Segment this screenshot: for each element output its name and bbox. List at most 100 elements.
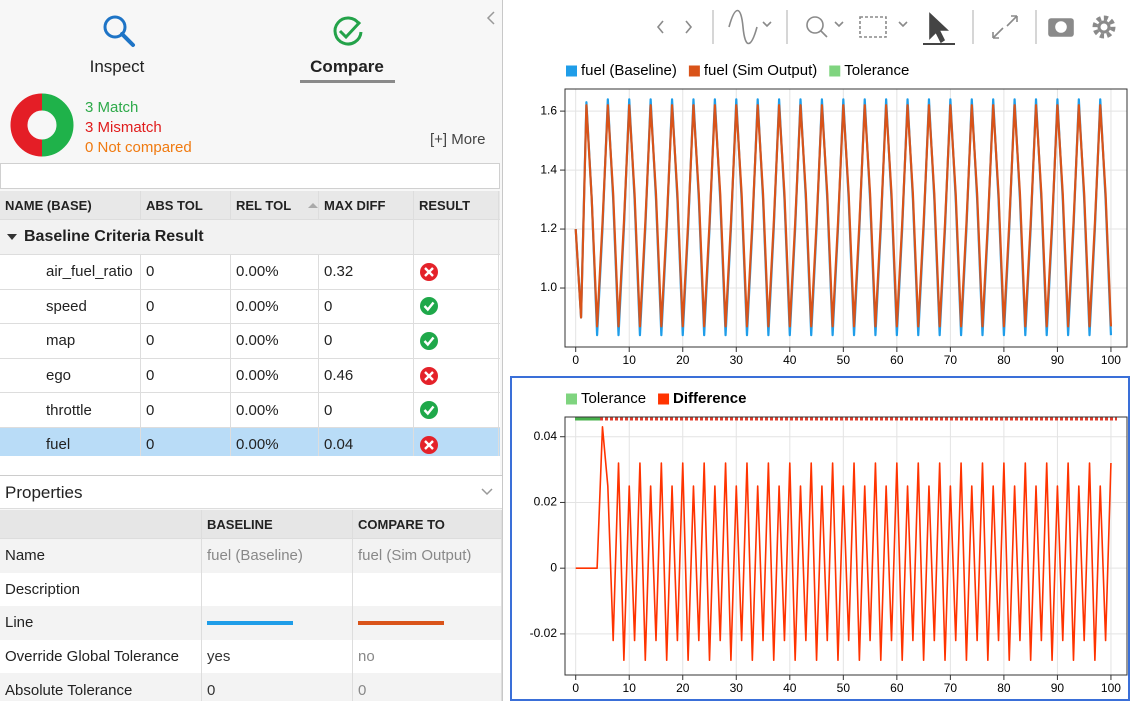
y-tick-label: -0.02 — [530, 626, 558, 640]
table-row[interactable]: ego 0 0.00% 0.46 — [0, 358, 500, 394]
zoom-handle — [820, 30, 828, 38]
column-header[interactable]: REL TOL — [231, 191, 319, 219]
x-tick-label: 60 — [890, 681, 904, 695]
x-tick-label: 40 — [783, 681, 797, 695]
dropdown-arrow[interactable] — [898, 21, 908, 28]
column-header[interactable]: NAME (BASE) — [0, 191, 141, 219]
property-row: Description — [0, 572, 502, 607]
property-row: Line — [0, 606, 502, 640]
settings-button[interactable] — [1092, 15, 1116, 39]
table-row[interactable]: speed 0 0.00% 0 — [0, 289, 500, 325]
x-tick-label: 90 — [1051, 353, 1065, 367]
cell-abs-tol: 0 — [141, 289, 231, 324]
group-label: Baseline Criteria Result — [24, 228, 204, 245]
property-baseline: yes — [202, 639, 353, 674]
forward-button[interactable] — [685, 20, 693, 34]
icon-cross — [424, 439, 434, 450]
column-header[interactable]: RESULT — [414, 191, 499, 219]
legend-swatch — [566, 393, 577, 405]
column-header[interactable]: ABS TOL — [141, 191, 231, 219]
compare-tab[interactable]: Compare — [310, 57, 384, 76]
sort-arrow — [308, 203, 318, 208]
legend-label: fuel (Baseline) — [581, 62, 677, 79]
series-line — [574, 104, 1113, 328]
cell-result — [414, 358, 499, 393]
cell-max-diff: 0 — [319, 289, 414, 324]
property-compare — [353, 606, 502, 640]
inspect-tab[interactable]: Inspect — [89, 57, 145, 76]
y-tick-label: 0.02 — [534, 495, 558, 509]
y-tick-label: 0 — [550, 560, 557, 574]
collapse-button[interactable] — [484, 10, 498, 26]
table-row[interactable]: map 0 0.00% 0 — [0, 324, 500, 359]
cell-abs-tol: 0 — [141, 393, 231, 427]
results-table: NAME (BASE) ABS TOL REL TOL MAX DIFF RESULT B… — [0, 191, 500, 463]
result-pass-icon — [420, 331, 438, 350]
properties-title: Properties — [5, 483, 83, 502]
icon-check — [423, 405, 435, 416]
line-swatch — [207, 620, 293, 625]
legend-swatch — [688, 65, 700, 77]
series-line — [575, 426, 1112, 662]
search-box[interactable] — [0, 163, 500, 189]
expand-button[interactable] — [992, 15, 1018, 39]
dropdown-arrow[interactable] — [834, 21, 844, 28]
icon-check — [423, 336, 435, 347]
x-tick-label: 70 — [944, 681, 958, 695]
cell-max-diff: 0.46 — [319, 358, 414, 393]
cell-abs-tol: 0 — [141, 255, 231, 289]
column-header: BASELINE — [202, 510, 353, 538]
more-link[interactable]: [+] More — [430, 131, 486, 148]
y-tick-label: 1.2 — [540, 221, 557, 235]
property-baseline — [202, 606, 353, 640]
x-tick-label: 0 — [572, 681, 579, 695]
properties-header-row: BASELINE COMPARE TO — [0, 510, 502, 539]
compare-icon[interactable] — [331, 15, 365, 49]
result-pass-icon — [420, 401, 438, 420]
x-tick-label: 80 — [997, 681, 1011, 695]
zoom-button[interactable] — [806, 16, 824, 34]
signal-style-button[interactable] — [728, 9, 758, 45]
table-row[interactable]: air_fuel_ratio 0 0.00% 0.32 — [0, 255, 500, 290]
group-cell: Baseline Criteria Result — [0, 220, 414, 254]
property-baseline: 0 — [202, 673, 353, 701]
result-fail-icon — [420, 435, 438, 454]
mismatch-count: 3 Mismatch — [85, 119, 162, 136]
cell-name: map — [0, 324, 141, 358]
cell-rel-tol: 0.00% — [231, 289, 319, 324]
cell-result — [414, 427, 499, 462]
dropdown-arrow[interactable] — [762, 21, 772, 28]
fit-to-view-button[interactable] — [859, 16, 887, 38]
icon-check — [423, 302, 435, 312]
line-swatch — [358, 620, 444, 625]
cursor-button[interactable] — [929, 12, 950, 44]
cell-max-diff: 0.32 — [319, 255, 414, 289]
toolbar — [656, 9, 1116, 45]
left-panel: Inspect Compare 3 Match 3 Mismatch 0 Not… — [0, 0, 503, 701]
table-row[interactable]: throttle 0 0.00% 0 — [0, 393, 500, 428]
x-tick-label: 100 — [1101, 353, 1121, 367]
x-tick-label: 0 — [572, 353, 579, 367]
cell-name: ego — [0, 358, 141, 393]
y-tick-label: 1.4 — [540, 162, 557, 176]
group-row: Baseline Criteria Result — [0, 220, 500, 255]
inspect-icon[interactable] — [100, 12, 138, 50]
cell-result — [414, 289, 499, 324]
cell-result — [414, 393, 499, 427]
back-button[interactable] — [656, 20, 664, 34]
cell-rel-tol: 0.00% — [231, 393, 319, 427]
expand-chevron[interactable] — [480, 486, 494, 498]
properties-header[interactable]: Properties — [0, 475, 502, 509]
property-compare: no — [353, 639, 502, 674]
table-header-row: NAME (BASE) ABS TOL REL TOL MAX DIFF RESULT — [0, 191, 500, 220]
property-compare — [353, 572, 502, 607]
result-pass-icon — [420, 297, 438, 316]
cell-result — [414, 255, 499, 289]
x-tick-label: 30 — [730, 681, 744, 695]
column-header[interactable]: MAX DIFF — [319, 191, 414, 219]
property-label: Name — [0, 539, 202, 573]
property-label: Absolute Tolerance — [0, 673, 202, 701]
cell-abs-tol: 0 — [141, 358, 231, 393]
not-compared-count: 0 Not compared — [85, 139, 192, 156]
